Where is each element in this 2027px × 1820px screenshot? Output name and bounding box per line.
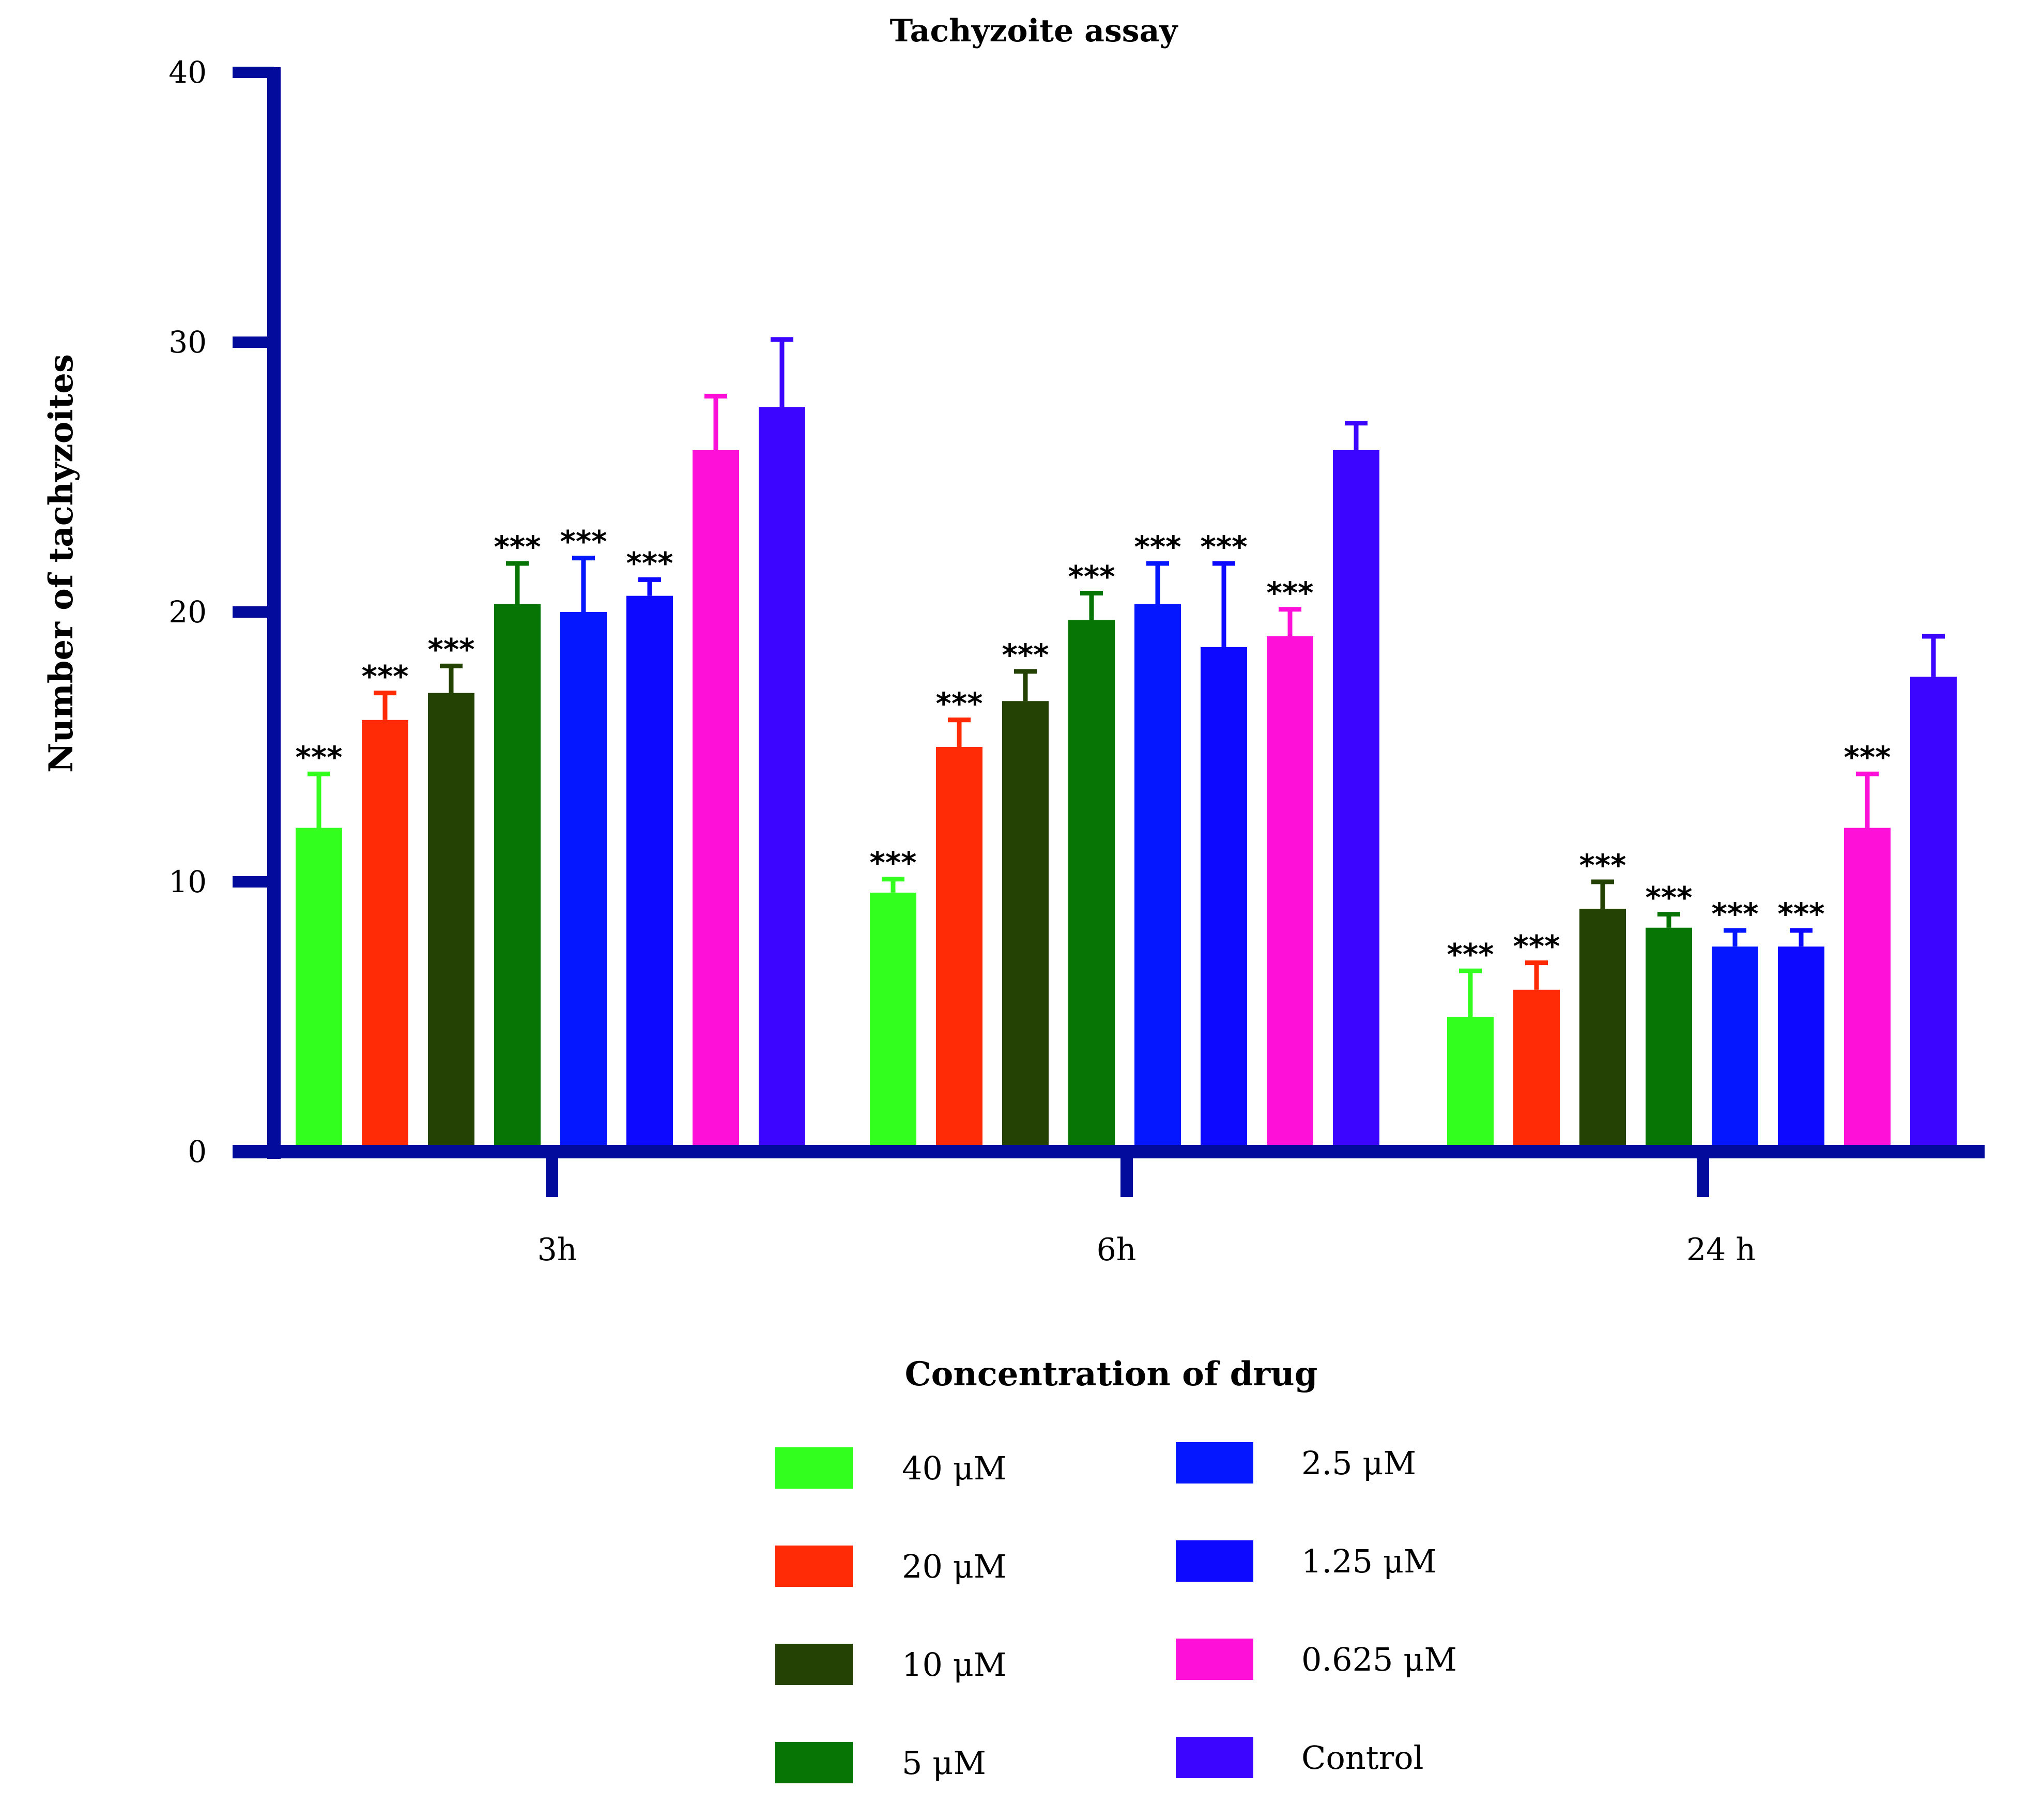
significance-label: *** bbox=[1267, 575, 1314, 610]
legend-label: 5 μM bbox=[902, 1744, 986, 1782]
legend-swatch bbox=[1176, 1540, 1253, 1582]
legend-swatch bbox=[1176, 1639, 1253, 1680]
bar bbox=[936, 747, 982, 1145]
bar bbox=[1068, 620, 1115, 1145]
y-tick-label: 10 bbox=[168, 864, 207, 899]
legend-swatch bbox=[775, 1447, 853, 1489]
legend-swatch bbox=[1176, 1442, 1253, 1483]
bar bbox=[1447, 1017, 1494, 1145]
legend-label: 2.5 μM bbox=[1301, 1444, 1416, 1482]
legend: 40 μM 20 μM 10 μM 5 μM 2.5 μM 1.25 μM 0.625 μM… bbox=[775, 1442, 1457, 1783]
x-axis-title: Concentration of drug bbox=[905, 1355, 1318, 1394]
chart-title: Tachyzoite assay bbox=[890, 13, 1179, 49]
significance-label: *** bbox=[1778, 896, 1825, 931]
bar bbox=[1002, 701, 1049, 1145]
bar bbox=[1201, 647, 1247, 1145]
legend-label: 40 μM bbox=[902, 1449, 1006, 1487]
x-tick-label: 6h bbox=[1097, 1232, 1137, 1268]
legend-label: Control bbox=[1301, 1739, 1423, 1777]
significance-label: *** bbox=[1579, 848, 1626, 883]
significance-label: *** bbox=[1646, 880, 1693, 915]
legend-label: 20 μM bbox=[902, 1548, 1006, 1585]
significance-label: *** bbox=[428, 632, 475, 667]
bar bbox=[1513, 989, 1560, 1145]
legend-swatch bbox=[1176, 1737, 1253, 1778]
bar bbox=[1333, 450, 1379, 1145]
bar bbox=[693, 450, 739, 1145]
bar bbox=[1579, 909, 1626, 1145]
significance-label: *** bbox=[494, 529, 541, 564]
legend-label: 1.25 μM bbox=[1301, 1542, 1437, 1580]
bar bbox=[296, 828, 342, 1145]
significance-label: *** bbox=[626, 545, 673, 580]
significance-label: *** bbox=[936, 686, 983, 721]
significance-label: *** bbox=[362, 659, 409, 694]
bar bbox=[626, 595, 673, 1145]
significance-label: *** bbox=[296, 740, 343, 775]
bar bbox=[1778, 946, 1824, 1145]
y-axis-title: Number of tachyzoites bbox=[42, 354, 81, 773]
bar bbox=[1844, 828, 1891, 1145]
bar bbox=[362, 720, 408, 1145]
legend-swatch bbox=[775, 1742, 853, 1783]
x-tick-label: 24 h bbox=[1686, 1232, 1756, 1268]
bar bbox=[759, 407, 805, 1145]
legend-label: 0.625 μM bbox=[1301, 1641, 1457, 1678]
bar bbox=[1267, 636, 1313, 1145]
x-tick-label: 3h bbox=[538, 1232, 577, 1268]
plot-area: 0 10 20 30 40 3h *** *** *** *** *** *** 6h *** *** ***… bbox=[168, 55, 1985, 1268]
significance-label: *** bbox=[1712, 896, 1759, 931]
significance-label: *** bbox=[1844, 740, 1891, 775]
bar bbox=[494, 604, 541, 1145]
y-tick-label: 20 bbox=[168, 594, 207, 630]
y-tick-label: 40 bbox=[168, 55, 207, 90]
bar bbox=[1134, 604, 1181, 1145]
bar bbox=[428, 693, 474, 1145]
bar bbox=[870, 892, 916, 1145]
significance-label: *** bbox=[1134, 529, 1181, 564]
y-tick-label: 30 bbox=[168, 325, 207, 360]
significance-label: *** bbox=[870, 845, 917, 880]
legend-swatch bbox=[775, 1644, 853, 1685]
significance-label: *** bbox=[1068, 559, 1115, 594]
significance-label: *** bbox=[1513, 929, 1560, 964]
legend-swatch bbox=[775, 1546, 853, 1587]
significance-label: *** bbox=[1002, 637, 1049, 672]
bar bbox=[1712, 946, 1758, 1145]
significance-label: *** bbox=[560, 524, 607, 559]
significance-label: *** bbox=[1447, 937, 1494, 972]
y-tick-label: 0 bbox=[188, 1134, 207, 1169]
bar bbox=[1646, 927, 1692, 1145]
bar bbox=[560, 612, 607, 1145]
legend-label: 10 μM bbox=[902, 1646, 1006, 1684]
significance-label: *** bbox=[1201, 529, 1248, 564]
bar bbox=[1910, 677, 1957, 1145]
